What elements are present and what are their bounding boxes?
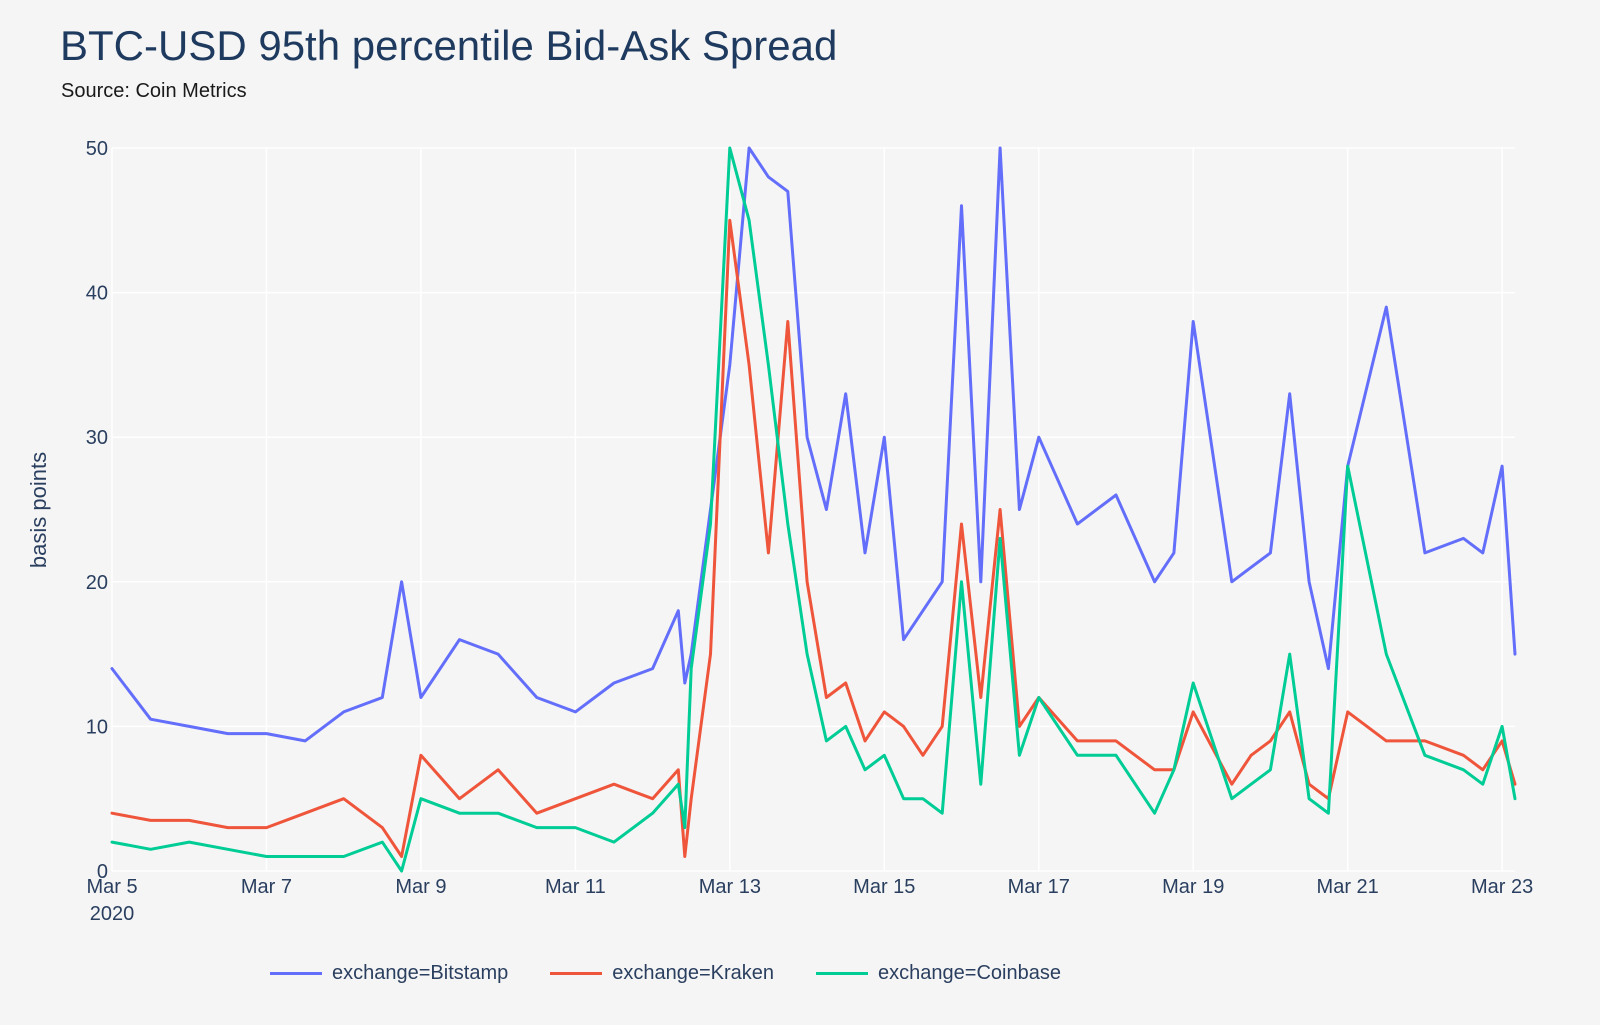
- series-line-bitstamp[interactable]: [110, 146, 1517, 743]
- x-tick-label: Mar 21: [1317, 876, 1379, 898]
- x-tick-label: Mar 19: [1162, 876, 1224, 898]
- legend-item-bitstamp[interactable]: exchange=Bitstamp: [270, 962, 508, 985]
- grid-layer: [111, 147, 1515, 872]
- x-tick-label: Mar 15: [853, 876, 915, 898]
- legend-swatch: [270, 971, 322, 975]
- x-tick-sublabel: 2020: [90, 903, 135, 925]
- series-line-coinbase[interactable]: [110, 146, 1517, 873]
- y-tick-label: 40: [86, 283, 108, 305]
- legend-swatch: [816, 971, 869, 975]
- x-tick-label: Mar 11: [545, 876, 606, 898]
- chart-subtitle: Source: Coin Metrics: [61, 80, 247, 102]
- y-tick-label: 0: [97, 861, 108, 883]
- y-tick-label: 10: [86, 716, 108, 738]
- legend-item-kraken[interactable]: exchange=Kraken: [550, 962, 774, 985]
- y-tick-label: 50: [86, 138, 108, 160]
- legend-item-coinbase[interactable]: exchange=Coinbase: [816, 962, 1061, 985]
- series-line-kraken[interactable]: [110, 218, 1517, 858]
- x-tick-label: Mar 13: [699, 876, 761, 898]
- x-tick-label: Mar 17: [1008, 876, 1070, 898]
- x-tick-label: Mar 5: [86, 876, 137, 898]
- chart-title: BTC-USD 95th percentile Bid-Ask Spread: [60, 22, 838, 69]
- legend-swatch: [550, 971, 603, 975]
- legend-label: exchange=Kraken: [612, 961, 775, 984]
- y-tick-label: 30: [86, 427, 108, 449]
- x-tick-label: Mar 23: [1471, 876, 1533, 898]
- axis-layer: 0 10 20 30 40 50 Mar 5 2020 Mar 7 Mar 9 Mar 11 Mar …: [86, 138, 1534, 925]
- legend-label: exchange=Coinbase: [878, 961, 1061, 984]
- y-tick-label: 20: [86, 572, 108, 594]
- legend: exchange=Bitstamp exchange=Kraken exchange…: [270, 958, 1103, 988]
- x-tick-label: Mar 7: [241, 876, 292, 898]
- series-layer: [110, 146, 1517, 873]
- x-tick-label: Mar 9: [395, 876, 446, 898]
- legend-label: exchange=Bitstamp: [332, 961, 509, 984]
- y-axis-label: basis points: [26, 452, 51, 568]
